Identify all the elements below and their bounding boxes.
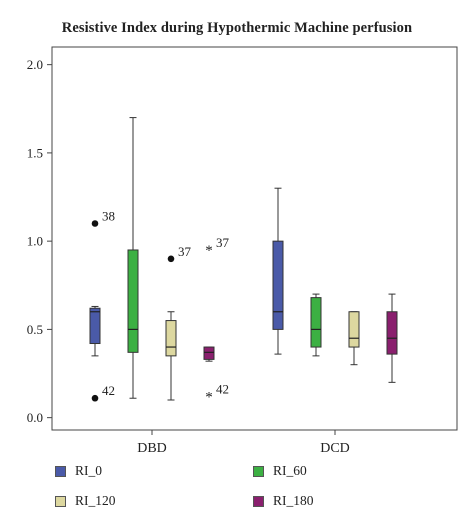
chart-title: Resistive Index during Hypothermic Machi… (61, 20, 413, 36)
y-axis: 0.0 0.5 1.0 1.5 2.0 (27, 57, 52, 425)
box-RI_60-DCD (310, 293, 322, 357)
box-iqr (203, 346, 215, 360)
box-iqr (165, 320, 177, 357)
box-iqr (348, 311, 360, 348)
y-tick-label: 0.5 (27, 322, 43, 337)
y-tick-label: 1.5 (27, 145, 43, 160)
box-RI_0-DBD: 38 42 (89, 208, 115, 402)
plot-frame (51, 46, 458, 431)
box-iqr (89, 307, 101, 345)
box-RI_120-DBD: 37 (165, 244, 192, 401)
outlier-label: 37 (178, 244, 192, 259)
box-iqr (386, 311, 398, 355)
box-RI_180-DBD: *37*42 (203, 235, 230, 405)
outlier-label: 37 (216, 235, 230, 250)
x-axis: DBD DCD (137, 430, 350, 456)
outlier-label: 42 (102, 383, 115, 398)
box-iqr (127, 249, 139, 353)
outlier-point (167, 255, 175, 263)
x-category-label: DBD (137, 441, 167, 456)
outlier-point (91, 220, 99, 227)
y-tick-label: 2.0 (27, 57, 43, 72)
outlier-point (91, 394, 99, 402)
extreme-point: * (205, 243, 213, 259)
outlier-label: 42 (216, 381, 229, 396)
box-iqr (272, 240, 284, 330)
box-RI_120-DCD (348, 311, 360, 366)
box-iqr (310, 297, 322, 348)
box-RI_0-DCD (272, 187, 284, 355)
y-tick-label: 0.0 (27, 410, 43, 425)
box-RI_60-DBD (127, 117, 139, 399)
outlier-label: 38 (102, 208, 115, 223)
box-RI_180-DCD (386, 293, 398, 383)
extreme-point: * (205, 389, 213, 405)
x-category-label: DCD (320, 441, 350, 456)
y-tick-label: 1.0 (27, 234, 43, 249)
